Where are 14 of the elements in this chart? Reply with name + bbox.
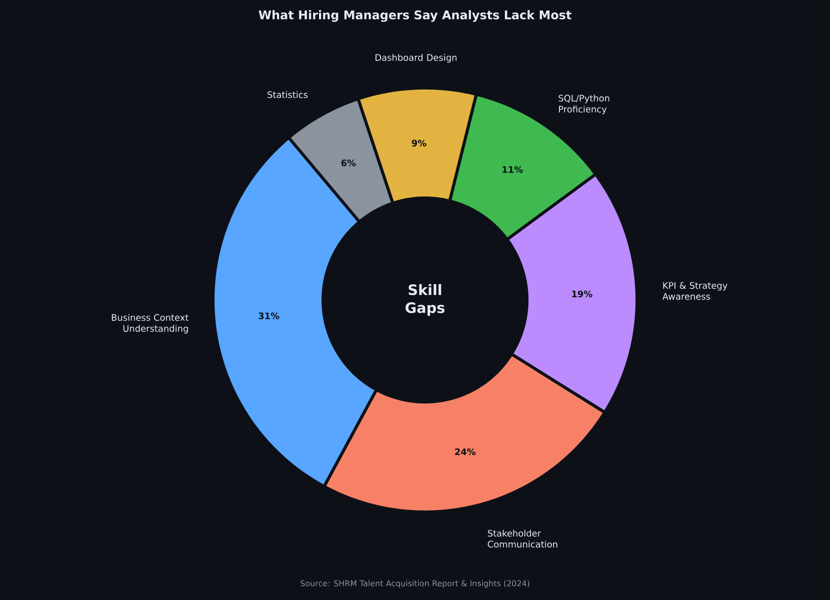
chart-title: What Hiring Managers Say Analysts Lack Most (258, 10, 572, 22)
slice-label: Statistics (268, 91, 308, 98)
data-label: 19% (572, 290, 592, 298)
slice-label: KPI & Strategy Awareness (662, 282, 728, 300)
text: Skill Gaps (406, 284, 444, 316)
data-label: 11% (502, 166, 523, 173)
data-label: 31% (258, 312, 280, 320)
data-label: 6% (341, 160, 356, 166)
slice-label: Dashboard Design (376, 54, 457, 63)
data-label: 9% (412, 140, 426, 146)
slice-label: SQL/Python Proficiency (558, 94, 610, 114)
slice-label: Stakeholder Communication (488, 530, 558, 548)
data-label: 24% (455, 448, 476, 456)
slice-label: Business Context Understanding (112, 314, 188, 334)
